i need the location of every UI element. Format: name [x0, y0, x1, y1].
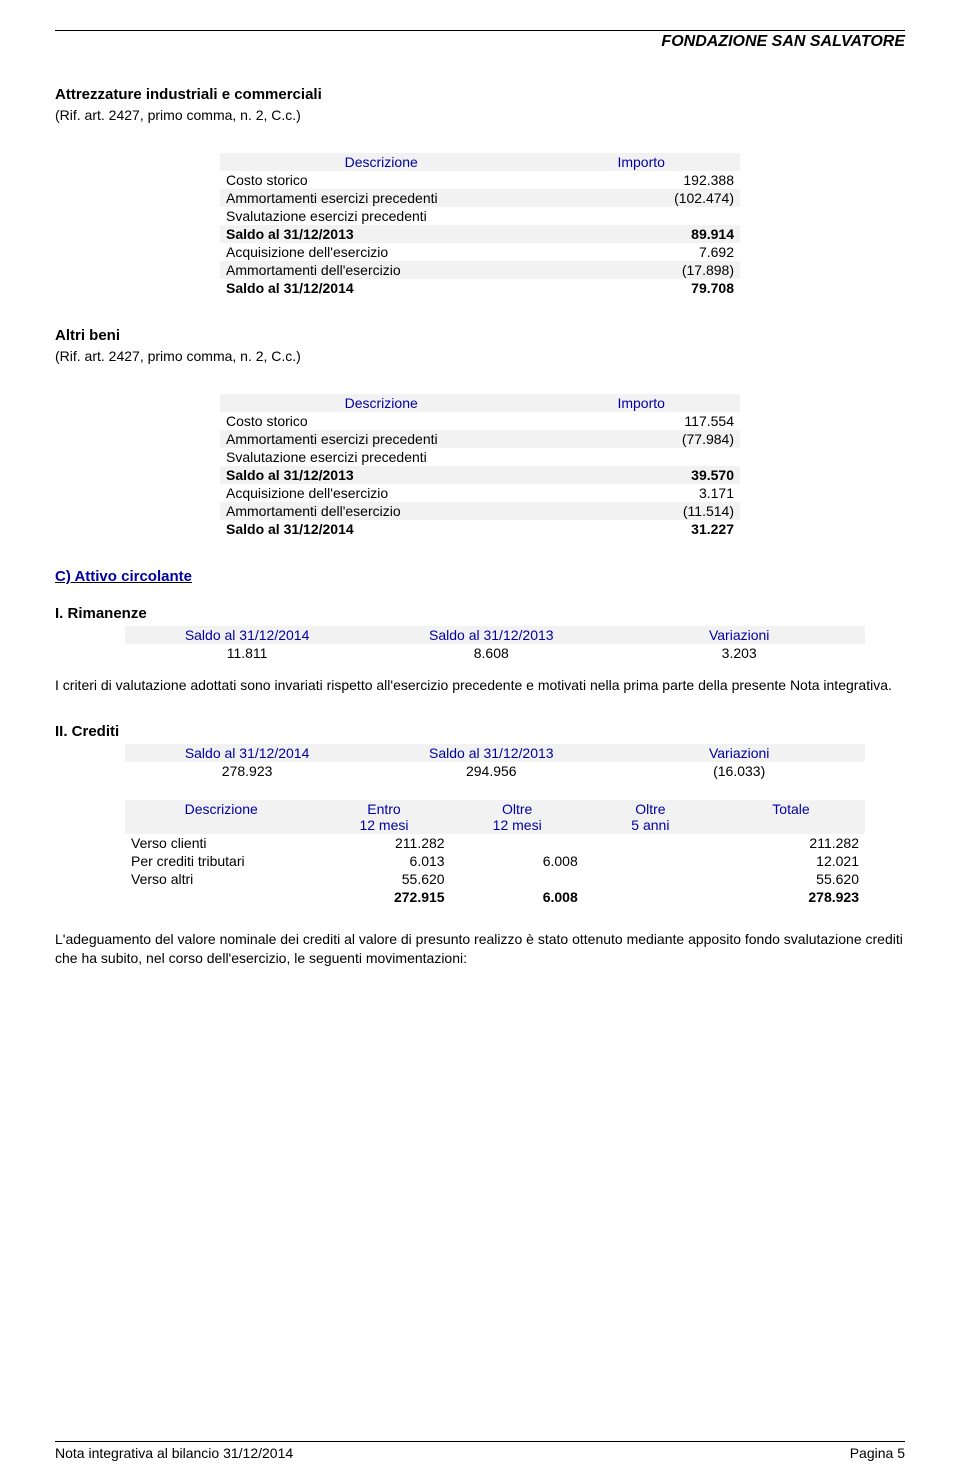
- cell-value: 55.620: [317, 870, 450, 888]
- col-oltre-5: Oltre 5 anni: [584, 800, 717, 834]
- cell-value: 294.956: [369, 762, 613, 780]
- crediti-summary: Saldo al 31/12/2014 Saldo al 31/12/2013 …: [125, 744, 865, 780]
- cell-label: Ammortamenti esercizi precedenti: [220, 189, 542, 207]
- col-oltre12-line2: 12 mesi: [493, 817, 542, 833]
- cell-value: 79.708: [542, 279, 740, 297]
- cell-value: [584, 870, 717, 888]
- cell-label: Acquisizione dell'esercizio: [220, 484, 542, 502]
- cell-value: 31.227: [542, 520, 740, 538]
- altribeni-table: Descrizione Importo Costo storico117.554…: [220, 394, 740, 538]
- cell-value: (102.474): [542, 189, 740, 207]
- col-variazioni: Variazioni: [613, 626, 865, 644]
- footer-left: Nota integrativa al bilancio 31/12/2014: [55, 1445, 293, 1461]
- attrezzature-table: Descrizione Importo Costo storico192.388…: [220, 153, 740, 297]
- cell-total: 278.923: [717, 888, 865, 906]
- cell-label: Ammortamenti esercizi precedenti: [220, 430, 542, 448]
- cell-value: 278.923: [125, 762, 369, 780]
- cell-value: 6.008: [451, 852, 584, 870]
- cell-label: Costo storico: [220, 171, 542, 189]
- cell-value: [451, 834, 584, 852]
- col-importo: Importo: [542, 153, 740, 171]
- cell-value: 6.013: [317, 852, 450, 870]
- col-variazioni: Variazioni: [613, 744, 865, 762]
- cell-value: (17.898): [542, 261, 740, 279]
- rimanenze-title: I. Rimanenze: [55, 605, 905, 622]
- col-saldo-2014: Saldo al 31/12/2014: [125, 626, 369, 644]
- col-descrizione: Descrizione: [125, 800, 317, 834]
- section-attrezzature-title: Attrezzature industriali e commerciali: [55, 86, 905, 103]
- cell-value: 55.620: [717, 870, 865, 888]
- col-descrizione: Descrizione: [220, 394, 542, 412]
- footer-right: Pagina 5: [850, 1445, 905, 1461]
- cell-value: [584, 834, 717, 852]
- cell-label: Saldo al 31/12/2013: [220, 466, 542, 484]
- col-oltre12-line1: Oltre: [502, 801, 532, 817]
- cell-desc: [125, 888, 317, 906]
- cell-value: 192.388: [542, 171, 740, 189]
- cell-value: 117.554: [542, 412, 740, 430]
- cell-label: Svalutazione esercizi precedenti: [220, 448, 542, 466]
- cell-label: Acquisizione dell'esercizio: [220, 243, 542, 261]
- cell-desc: Per crediti tributari: [125, 852, 317, 870]
- cell-total: 272.915: [317, 888, 450, 906]
- crediti-detail-table: Descrizione Entro 12 mesi Oltre 12 mesi …: [125, 800, 865, 906]
- cell-value: 211.282: [317, 834, 450, 852]
- col-oltre-12: Oltre 12 mesi: [451, 800, 584, 834]
- col-entro-line2: 12 mesi: [359, 817, 408, 833]
- cell-value: [542, 207, 740, 225]
- cell-value: 39.570: [542, 466, 740, 484]
- cell-value: 8.608: [369, 644, 613, 662]
- cell-total: 6.008: [451, 888, 584, 906]
- cell-label: Ammortamenti dell'esercizio: [220, 502, 542, 520]
- cell-value: (77.984): [542, 430, 740, 448]
- cell-value: 11.811: [125, 644, 369, 662]
- cell-desc: Verso altri: [125, 870, 317, 888]
- cell-value: (11.514): [542, 502, 740, 520]
- cell-value: 3.203: [613, 644, 865, 662]
- col-oltre5-line2: 5 anni: [631, 817, 669, 833]
- rimanenze-summary: Saldo al 31/12/2014 Saldo al 31/12/2013 …: [125, 626, 865, 662]
- cell-desc: Verso clienti: [125, 834, 317, 852]
- cell-value: [451, 870, 584, 888]
- rimanenze-text: I criteri di valutazione adottati sono i…: [55, 676, 905, 695]
- col-saldo-2014: Saldo al 31/12/2014: [125, 744, 369, 762]
- col-saldo-2013: Saldo al 31/12/2013: [369, 626, 613, 644]
- cell-value: (16.033): [613, 762, 865, 780]
- header-brand: FONDAZIONE SAN SALVATORE: [55, 33, 905, 51]
- cell-value: 7.692: [542, 243, 740, 261]
- crediti-text: L'adeguamento del valore nominale dei cr…: [55, 930, 905, 968]
- cell-value: [542, 448, 740, 466]
- cell-label: Costo storico: [220, 412, 542, 430]
- col-importo: Importo: [542, 394, 740, 412]
- cell-value: 89.914: [542, 225, 740, 243]
- footer: Nota integrativa al bilancio 31/12/2014 …: [55, 1441, 905, 1461]
- cell-label: Saldo al 31/12/2014: [220, 520, 542, 538]
- cell-value: 12.021: [717, 852, 865, 870]
- col-entro-12: Entro 12 mesi: [317, 800, 450, 834]
- cell-label: Saldo al 31/12/2013: [220, 225, 542, 243]
- col-oltre5-line1: Oltre: [635, 801, 665, 817]
- cell-label: Ammortamenti dell'esercizio: [220, 261, 542, 279]
- crediti-title: II. Crediti: [55, 723, 905, 740]
- cell-label: Saldo al 31/12/2014: [220, 279, 542, 297]
- cell-label: Svalutazione esercizi precedenti: [220, 207, 542, 225]
- section-attrezzature-rif: (Rif. art. 2427, primo comma, n. 2, C.c.…: [55, 107, 905, 123]
- col-saldo-2013: Saldo al 31/12/2013: [369, 744, 613, 762]
- section-altribeni-rif: (Rif. art. 2427, primo comma, n. 2, C.c.…: [55, 348, 905, 364]
- cell-value: 3.171: [542, 484, 740, 502]
- section-c-title: C) Attivo circolante: [55, 568, 905, 585]
- col-descrizione: Descrizione: [220, 153, 542, 171]
- col-entro-line1: Entro: [367, 801, 400, 817]
- cell-total: [584, 888, 717, 906]
- cell-value: 211.282: [717, 834, 865, 852]
- cell-value: [584, 852, 717, 870]
- section-altribeni-title: Altri beni: [55, 327, 905, 344]
- col-totale: Totale: [717, 800, 865, 834]
